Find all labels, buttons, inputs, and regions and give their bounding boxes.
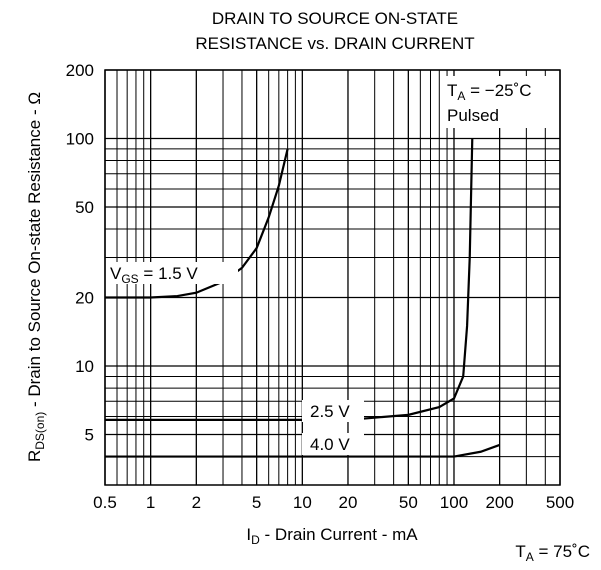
- y-tick-label: 5: [85, 426, 94, 445]
- y-axis-label-main: R: [25, 450, 44, 462]
- series-label-rest: =: [139, 264, 158, 283]
- x-axis-label-main: I: [246, 525, 251, 544]
- condition-main: T: [447, 81, 457, 100]
- series-label: 2.5 V: [310, 402, 350, 421]
- series-label: VGS = 1.5 V: [110, 264, 198, 286]
- x-tick-label: 5: [252, 493, 261, 512]
- x-tick-label: 500: [546, 493, 574, 512]
- y-tick-label: 20: [75, 289, 94, 308]
- series-line: [105, 443, 501, 458]
- x-axis-label-rest: - Drain Current - mA: [260, 525, 418, 544]
- x-tick-label: 1: [146, 493, 155, 512]
- y-axis-label: RDS(on) - Drain to Source On-state Resis…: [25, 92, 47, 462]
- x-tick-label: 10: [293, 493, 312, 512]
- plot-frame: [104, 69, 561, 486]
- series-label: 4.0 V: [310, 435, 350, 454]
- x-axis-label: ID - Drain Current - mA: [246, 525, 418, 547]
- footer-note-rest: = 75˚C: [534, 542, 590, 561]
- chart-title: RESISTANCE vs. DRAIN CURRENT: [195, 34, 474, 53]
- condition-sub: A: [457, 89, 465, 103]
- x-tick-label: 50: [399, 493, 418, 512]
- condition-rest: = −25˚C: [465, 81, 531, 100]
- y-tick-label: 200: [66, 61, 94, 80]
- chart-title: DRAIN TO SOURCE ON-STATE: [212, 9, 458, 28]
- footer-note-sub: A: [526, 550, 534, 564]
- condition-bg: [440, 76, 555, 128]
- series-line: [105, 138, 474, 421]
- y-axis-label-rest: - Drain to Source On-state Resistance - …: [25, 92, 44, 412]
- series-label-value: 1.5 V: [158, 264, 198, 283]
- label-bg: [302, 433, 364, 455]
- condition: TA = −25˚C: [447, 81, 532, 103]
- condition-note: Pulsed: [447, 106, 499, 125]
- y-axis-label-sub: DS(on): [33, 412, 47, 450]
- series-label-sub: GS: [121, 272, 138, 286]
- footer-note-main: T: [515, 542, 525, 561]
- x-axis-label-sub: D: [251, 533, 260, 547]
- y-tick-label: 50: [75, 198, 94, 217]
- x-tick-label: 20: [339, 493, 358, 512]
- label-bg: [302, 400, 364, 422]
- label-bg: [108, 262, 238, 284]
- x-tick-label: 100: [440, 493, 468, 512]
- x-tick-label: 0.5: [93, 493, 117, 512]
- series-label-main: V: [110, 264, 122, 283]
- footer-note: TA = 75˚C: [515, 542, 590, 564]
- x-tick-label: 2: [192, 493, 201, 512]
- y-tick-label: 100: [66, 129, 94, 148]
- y-tick-label: 10: [75, 357, 94, 376]
- x-tick-label: 200: [485, 493, 513, 512]
